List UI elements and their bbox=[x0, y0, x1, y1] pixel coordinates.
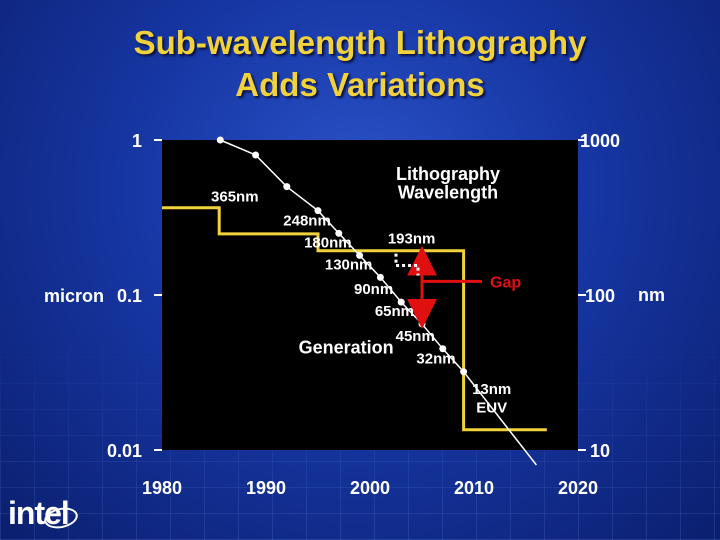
plot-area bbox=[162, 140, 578, 450]
generation-point-7 bbox=[397, 298, 405, 306]
generation-point-4 bbox=[335, 229, 343, 237]
y-tick-label-left-1: 0.1 bbox=[117, 286, 142, 306]
generation-point-5 bbox=[356, 251, 364, 259]
generation-point-3 bbox=[314, 207, 322, 215]
lithography-wavelength-label-1: Lithography bbox=[396, 164, 500, 184]
generation-point-9 bbox=[439, 345, 447, 353]
generation-label-7: 90nm bbox=[354, 281, 393, 298]
gap-label: Gap bbox=[490, 274, 521, 291]
wavelength-label-0: 365nm bbox=[211, 189, 259, 206]
generation-label-4: 248nm bbox=[283, 212, 331, 229]
y-axis-unit-right: nm bbox=[638, 285, 665, 305]
generation-point-0 bbox=[216, 136, 224, 144]
generation-point-6 bbox=[376, 273, 384, 281]
generation-point-1 bbox=[252, 151, 260, 159]
generation-label-6: 130nm bbox=[325, 256, 373, 273]
wavelength-label-1: 193nm bbox=[388, 230, 436, 247]
generation-label-8: 65nm bbox=[375, 303, 414, 320]
logo-text: intel bbox=[8, 495, 70, 531]
slide-title-line-1: Sub-wavelength Lithography bbox=[133, 24, 587, 61]
series bbox=[162, 136, 547, 466]
axes: 1 1000 0.1 100 0.01 10 micron nm 1980 1990 2000 201… bbox=[44, 131, 665, 498]
intel-logo: intel bbox=[8, 492, 80, 534]
generation-label-9: 45nm bbox=[396, 328, 435, 345]
y-tick-label-right-1: 100 bbox=[585, 286, 615, 306]
wavelength-step-line bbox=[162, 206, 547, 432]
generation-point-2 bbox=[283, 183, 291, 191]
x-tick-label-3: 2010 bbox=[454, 478, 494, 498]
x-tick-label-2: 2000 bbox=[350, 478, 390, 498]
x-tick-label-1: 1990 bbox=[246, 478, 286, 498]
y-tick-label-right-2: 10 bbox=[590, 441, 610, 461]
slide-title-line-2: Adds Variations bbox=[235, 66, 485, 103]
y-tick-label-right-0: 1000 bbox=[580, 131, 620, 151]
y-axis-unit-left: micron bbox=[44, 286, 104, 306]
wavelength-label-3: EUV bbox=[476, 399, 507, 416]
generation-point-10 bbox=[460, 368, 468, 376]
generation-label-10: 32nm bbox=[416, 351, 455, 368]
generation-line bbox=[219, 139, 537, 466]
gap-bracket bbox=[394, 253, 420, 276]
x-tick-label-4: 2020 bbox=[558, 478, 598, 498]
y-tick-label-left-0: 1 bbox=[132, 131, 142, 151]
x-tick-label-0: 1980 bbox=[142, 478, 182, 498]
y-tick-label-left-2: 0.01 bbox=[107, 441, 142, 461]
generation-annotation-label: Generation bbox=[299, 337, 394, 357]
generation-label-5: 180nm bbox=[304, 234, 352, 251]
wavelength-label-2: 13nm bbox=[472, 381, 511, 398]
lithography-wavelength-label-2: Wavelength bbox=[398, 182, 498, 202]
